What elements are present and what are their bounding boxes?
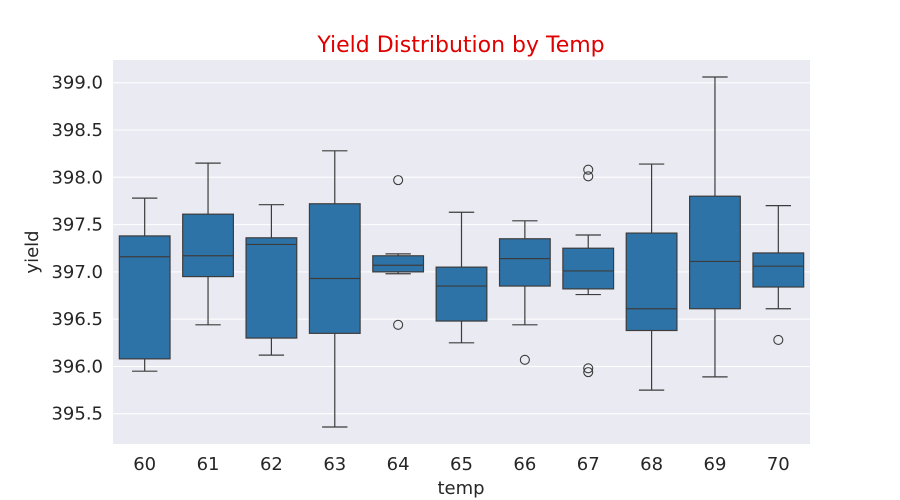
y-axis-label: yield <box>22 230 43 273</box>
iqr-box <box>435 266 488 322</box>
box-69 <box>689 76 741 378</box>
iqr-box <box>308 203 361 334</box>
x-tick-label: 63 <box>323 454 346 475</box>
x-tick-label: 65 <box>450 454 473 475</box>
y-tick-label: 398.0 <box>51 167 103 188</box>
box-64 <box>372 175 425 330</box>
box-61 <box>182 162 234 326</box>
box-67 <box>562 164 615 378</box>
box-62 <box>245 204 298 356</box>
x-tick-label: 64 <box>387 454 410 475</box>
box-66 <box>498 220 551 365</box>
box-63 <box>308 150 361 428</box>
outlier-point <box>393 319 404 330</box>
box-65 <box>435 211 488 344</box>
x-tick-label: 69 <box>704 454 727 475</box>
y-tick-label: 395.5 <box>51 404 103 425</box>
iqr-box <box>562 247 615 290</box>
iqr-box <box>625 232 678 332</box>
outlier-point <box>519 354 530 365</box>
outlier-point <box>583 171 594 182</box>
y-tick-label: 399.0 <box>51 73 103 94</box>
y-tick-label: 396.0 <box>51 356 103 377</box>
x-tick-label: 68 <box>640 454 663 475</box>
y-tick-label: 398.5 <box>51 120 103 141</box>
iqr-box <box>118 235 171 360</box>
y-tick-label: 397.5 <box>51 215 103 236</box>
box-70 <box>752 205 805 346</box>
x-tick-label: 66 <box>513 454 536 475</box>
box-60 <box>118 197 171 372</box>
box-68 <box>625 163 678 391</box>
x-tick-label: 62 <box>260 454 283 475</box>
y-tick-label: 396.5 <box>51 309 103 330</box>
iqr-box <box>689 195 741 310</box>
outlier-point <box>583 363 594 374</box>
boxes <box>118 76 805 428</box>
outlier-point <box>773 334 784 346</box>
x-tick-label: 61 <box>197 454 220 475</box>
iqr-box <box>372 255 425 273</box>
x-tick-labels: 60 61 62 63 64 65 66 67 68 69 70 <box>133 454 790 475</box>
y-tick-label: 397.0 <box>51 262 103 283</box>
x-axis-label: temp <box>437 478 484 499</box>
iqr-box <box>182 213 234 278</box>
x-tick-label: 67 <box>577 454 600 475</box>
iqr-box <box>752 252 805 288</box>
chart-title: Yield Distribution by Temp <box>316 33 604 58</box>
iqr-box <box>498 238 551 287</box>
outlier-point <box>393 175 404 186</box>
x-tick-label: 60 <box>133 454 156 475</box>
y-tick-labels: 395.5 396.0 396.5 397.0 397.5 398.0 398.5 399.0 <box>51 73 103 425</box>
outlier-point <box>583 367 594 378</box>
outlier-point <box>583 164 594 175</box>
x-tick-label: 70 <box>767 454 790 475</box>
iqr-box <box>245 237 298 339</box>
